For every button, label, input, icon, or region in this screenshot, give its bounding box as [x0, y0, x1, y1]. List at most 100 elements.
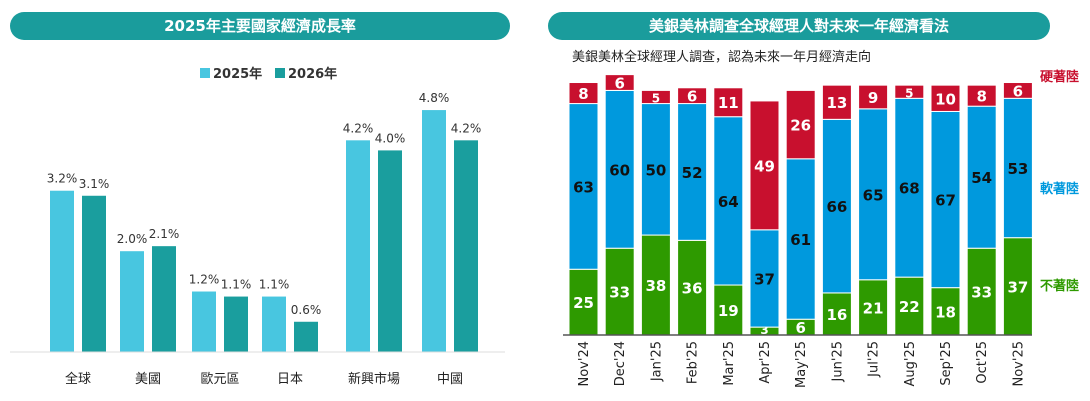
survey-value-label: 38	[645, 277, 666, 295]
survey-value-label: 64	[718, 193, 739, 211]
survey-value-label: 67	[935, 192, 956, 210]
growth-value-label: 4.2%	[451, 121, 482, 135]
survey-bar-segment	[858, 84, 889, 110]
survey-bar-segment	[677, 87, 708, 105]
legend-label: 2025年	[213, 66, 262, 82]
survey-value-label: 8	[578, 85, 588, 103]
growth-value-label: 1.1%	[221, 278, 252, 292]
survey-bar-segment	[1002, 82, 1033, 99]
legend-swatch	[200, 68, 210, 78]
growth-bar	[346, 140, 370, 352]
survey-category-label: Mar'25	[722, 341, 737, 386]
survey-value-label: 52	[682, 164, 703, 182]
survey-value-label: 54	[971, 169, 992, 187]
survey-value-label: 3	[760, 323, 768, 337]
survey-bar-segment	[785, 89, 816, 160]
survey-value-label: 26	[790, 117, 811, 135]
survey-bar-segment	[677, 239, 708, 336]
survey-category-label: Apr'25	[758, 341, 773, 384]
survey-bar-segment	[894, 84, 925, 99]
growth-value-label: 2.1%	[149, 227, 180, 241]
growth-bar	[378, 150, 402, 352]
growth-bar	[192, 291, 216, 352]
survey-value-label: 33	[971, 284, 992, 302]
survey-bar-segment	[930, 110, 961, 289]
survey-value-label: 5	[652, 92, 660, 106]
survey-legend-label: 不著陸	[1040, 278, 1079, 294]
survey-bar-segment	[821, 84, 852, 120]
survey-value-label: 50	[645, 161, 666, 179]
growth-category-label: 中國	[437, 372, 463, 387]
survey-category-label: Jan'25	[649, 341, 664, 382]
growth-value-label: 4.8%	[419, 91, 450, 105]
survey-bar-segment	[1002, 237, 1033, 336]
survey-bar-segment	[568, 268, 599, 336]
growth-bar	[50, 190, 74, 352]
survey-value-label: 19	[718, 302, 739, 320]
growth-value-label: 1.1%	[259, 278, 290, 292]
survey-value-label: 6	[795, 319, 805, 337]
survey-legend-label: 硬著陸	[1040, 69, 1079, 85]
growth-category-label: 日本	[277, 372, 303, 387]
survey-bar-segment	[604, 247, 635, 336]
survey-chart-title: 美銀美林調查全球經理人對未來一年經濟看法	[548, 12, 1050, 40]
survey-value-label: 5	[905, 86, 913, 100]
growth-bar	[262, 296, 286, 352]
survey-value-label: 6	[687, 88, 697, 106]
survey-bar-segment	[640, 234, 671, 336]
survey-bar-segment	[713, 116, 744, 286]
growth-value-label: 0.6%	[291, 303, 322, 317]
growth-chart-title: 2025年主要國家經濟成長率	[10, 12, 510, 40]
growth-bar	[422, 110, 446, 352]
growth-category-label: 美國	[135, 372, 161, 387]
survey-value-label: 63	[573, 178, 594, 196]
growth-bar	[224, 296, 248, 352]
growth-bar	[152, 246, 176, 352]
survey-bar-segment	[821, 118, 852, 294]
survey-value-label: 6	[614, 75, 624, 93]
survey-value-label: 66	[826, 198, 847, 216]
survey-bar-segment	[894, 97, 925, 278]
survey-value-label: 68	[899, 180, 920, 198]
survey-value-label: 22	[899, 298, 920, 316]
survey-bar-segment	[713, 284, 744, 336]
growth-value-label: 4.2%	[343, 121, 374, 135]
survey-value-label: 6	[1013, 82, 1023, 100]
survey-category-label: Sep'25	[939, 341, 954, 386]
survey-value-label: 37	[754, 270, 775, 288]
survey-bar-segment	[930, 287, 961, 336]
survey-bar-segment	[966, 84, 997, 107]
survey-bar-segment	[568, 82, 599, 105]
growth-value-label: 3.2%	[47, 172, 78, 186]
survey-bar-segment	[749, 100, 780, 231]
survey-legend-label: 軟著陸	[1040, 181, 1079, 197]
survey-value-label: 9	[868, 89, 878, 107]
survey-subtitle: 美銀美林全球經理人調查，認為未來一年月經濟走向	[572, 50, 872, 65]
growth-bar	[454, 140, 478, 352]
survey-value-label: 25	[573, 294, 594, 312]
survey-bar-segment	[966, 105, 997, 249]
survey-value-label: 21	[863, 299, 884, 317]
survey-bar-segment	[713, 87, 744, 118]
survey-bar-segment	[858, 279, 889, 336]
survey-bar-segment	[640, 103, 671, 236]
growth-category-label: 全球	[65, 371, 91, 387]
growth-bar	[82, 195, 106, 352]
survey-category-label: Oct'25	[975, 341, 990, 384]
survey-category-label: May'25	[794, 341, 809, 388]
legend-swatch	[275, 68, 285, 78]
growth-value-label: 1.2%	[189, 273, 220, 287]
growth-category-label: 歐元區	[200, 372, 239, 387]
survey-value-label: 65	[863, 186, 884, 204]
survey-bar-segment	[930, 84, 961, 112]
survey-value-label: 18	[935, 303, 956, 321]
growth-value-label: 4.0%	[375, 131, 406, 145]
survey-category-label: Feb'25	[686, 341, 701, 384]
survey-bar-segment	[604, 89, 635, 249]
survey-value-label: 10	[935, 90, 956, 108]
survey-value-label: 53	[1007, 160, 1028, 178]
survey-value-label: 16	[826, 306, 847, 324]
survey-category-label: Nov'25	[1011, 341, 1026, 387]
growth-value-label: 3.1%	[79, 177, 110, 191]
